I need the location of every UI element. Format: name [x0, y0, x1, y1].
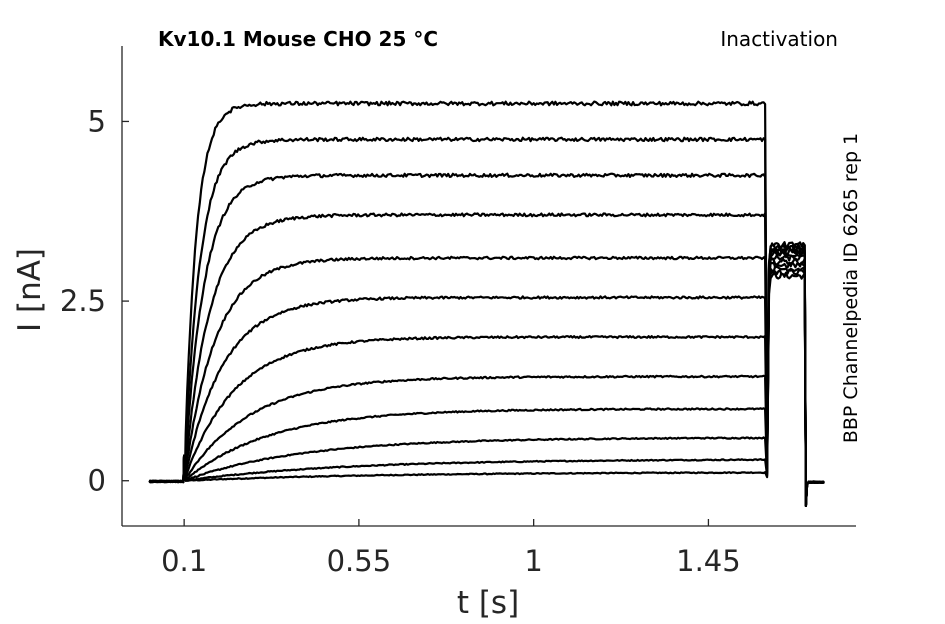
- current-trace: [148, 254, 825, 507]
- current-trace: [148, 257, 825, 507]
- current-trace: [148, 261, 825, 507]
- current-trace: [149, 268, 825, 507]
- x-axis-title: t [s]: [457, 585, 519, 621]
- chart-title: Kv10.1 Mouse CHO 25 °C: [158, 27, 438, 51]
- y-axis-title: I [nA]: [12, 248, 48, 332]
- current-trace: [148, 100, 825, 507]
- current-trace: [148, 172, 825, 507]
- y-tick-label: 2.5: [60, 284, 106, 318]
- current-trace: [149, 248, 825, 507]
- y-tick-label: 5: [88, 104, 106, 138]
- current-trace: [149, 265, 825, 507]
- current-trace: [148, 212, 825, 507]
- chart-subtitle: Inactivation: [720, 27, 838, 51]
- current-trace: [149, 136, 825, 507]
- y-tick-label: 0: [88, 464, 106, 498]
- x-tick-label: 1: [524, 544, 542, 578]
- x-ticks: 0.1 0.55 1 1.45: [161, 519, 741, 578]
- current-trace: [148, 250, 825, 507]
- x-tick-label: 0.55: [327, 544, 392, 578]
- x-tick-label: 1.45: [676, 544, 741, 578]
- x-tick-label: 0.1: [161, 544, 207, 578]
- current-trace: [148, 272, 825, 507]
- current-traces: [148, 100, 825, 507]
- y-ticks: 02.55: [60, 104, 129, 498]
- side-label: BBP Channelpedia ID 6265 rep 1: [840, 133, 862, 443]
